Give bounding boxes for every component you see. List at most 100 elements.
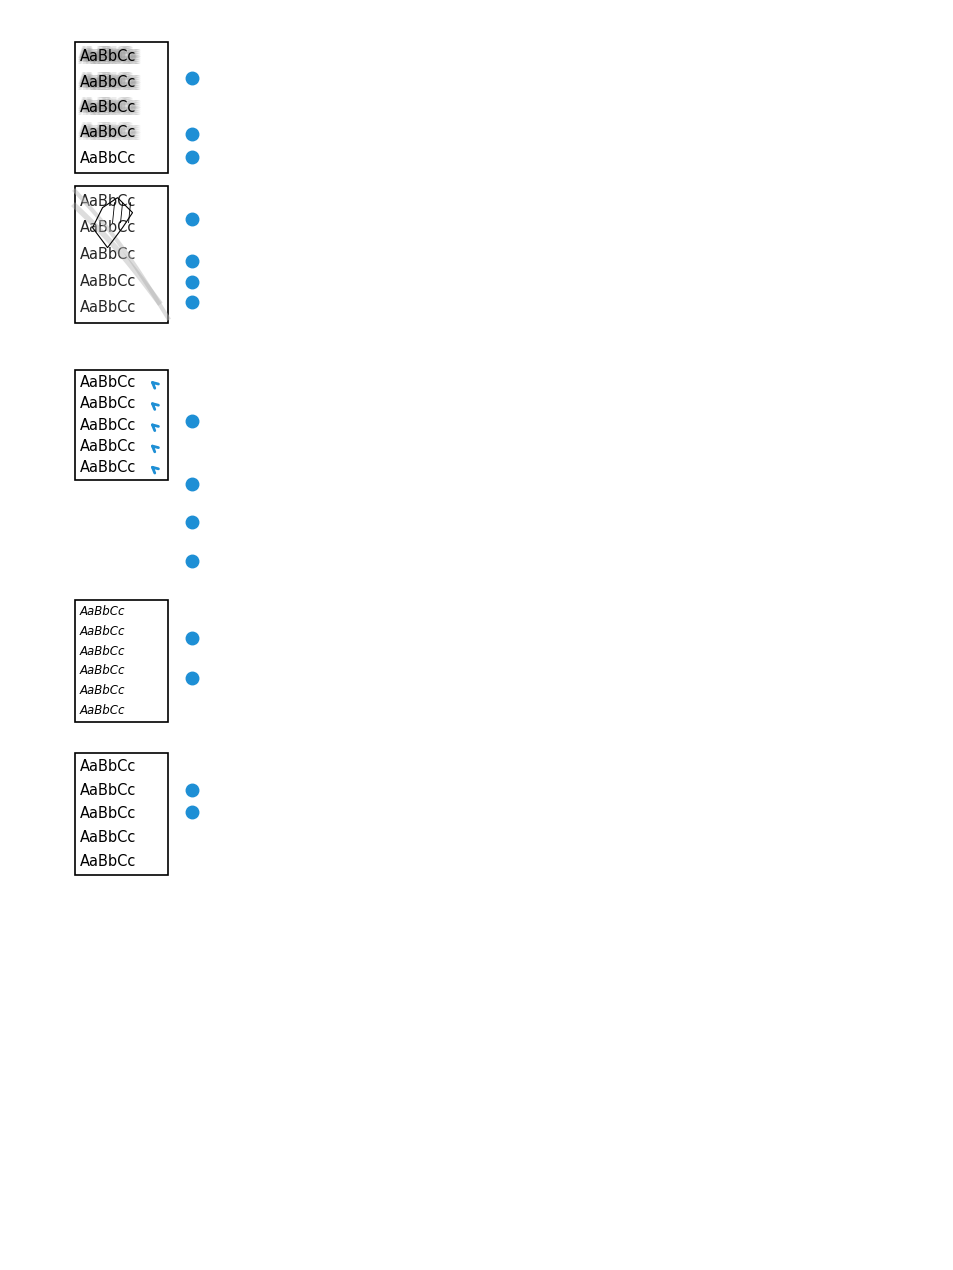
Text: AaBbCc: AaBbCc: [86, 74, 142, 89]
Text: AaBbCc: AaBbCc: [85, 48, 141, 64]
Text: AaBbCc: AaBbCc: [84, 128, 140, 144]
Text: AaBbCc: AaBbCc: [85, 124, 141, 140]
Text: AaBbCc: AaBbCc: [80, 100, 136, 116]
Text: AaBbCc: AaBbCc: [81, 103, 137, 118]
Text: AaBbCc: AaBbCc: [80, 99, 136, 114]
Text: AaBbCc: AaBbCc: [80, 685, 126, 697]
Text: AaBbCc: AaBbCc: [81, 124, 137, 140]
Text: AaBbCc: AaBbCc: [80, 74, 136, 89]
Text: AaBbCc: AaBbCc: [80, 853, 136, 869]
Text: AaBbCc: AaBbCc: [85, 97, 141, 112]
Text: AaBbCc: AaBbCc: [78, 52, 134, 67]
Text: AaBbCc: AaBbCc: [86, 103, 142, 118]
Text: AaBbCc: AaBbCc: [79, 128, 135, 144]
Text: AaBbCc: AaBbCc: [85, 103, 141, 118]
Bar: [75, 753, 168, 875]
Text: AaBbCc: AaBbCc: [80, 625, 126, 638]
Text: AaBbCc: AaBbCc: [80, 151, 136, 166]
Text: AaBbCc: AaBbCc: [84, 103, 140, 118]
Text: AaBbCc: AaBbCc: [85, 122, 141, 137]
Text: AaBbCc: AaBbCc: [80, 126, 136, 141]
Text: AaBbCc: AaBbCc: [78, 48, 134, 64]
Text: AaBbCc: AaBbCc: [86, 102, 142, 116]
Text: AaBbCc: AaBbCc: [79, 46, 135, 61]
Text: AaBbCc: AaBbCc: [80, 52, 136, 67]
Text: AaBbCc: AaBbCc: [83, 127, 139, 141]
Text: AaBbCc: AaBbCc: [80, 124, 136, 140]
Text: AaBbCc: AaBbCc: [84, 77, 140, 93]
Text: AaBbCc: AaBbCc: [80, 48, 136, 64]
Text: AaBbCc: AaBbCc: [81, 128, 137, 144]
Text: AaBbCc: AaBbCc: [81, 127, 137, 141]
Text: AaBbCc: AaBbCc: [81, 46, 137, 61]
Text: AaBbCc: AaBbCc: [80, 71, 136, 86]
Text: AaBbCc: AaBbCc: [80, 246, 136, 262]
Text: AaBbCc: AaBbCc: [84, 99, 140, 114]
Text: AaBbCc: AaBbCc: [80, 831, 136, 845]
Text: AaBbCc: AaBbCc: [86, 77, 142, 93]
Text: AaBbCc: AaBbCc: [86, 52, 142, 67]
Text: AaBbCc: AaBbCc: [79, 51, 135, 65]
Text: AaBbCc: AaBbCc: [80, 194, 136, 208]
Text: AaBbCc: AaBbCc: [85, 127, 141, 141]
Text: AaBbCc: AaBbCc: [84, 48, 140, 64]
Text: AaBbCc: AaBbCc: [86, 97, 142, 112]
Text: AaBbCc: AaBbCc: [81, 77, 137, 93]
Text: AaBbCc: AaBbCc: [80, 75, 136, 90]
Text: AaBbCc: AaBbCc: [80, 46, 136, 61]
Text: AaBbCc: AaBbCc: [80, 77, 136, 93]
Text: AaBbCc: AaBbCc: [81, 48, 137, 64]
Text: AaBbCc: AaBbCc: [83, 122, 139, 137]
Text: AaBbCc: AaBbCc: [80, 102, 136, 116]
Text: AaBbCc: AaBbCc: [80, 759, 136, 775]
Text: AaBbCc: AaBbCc: [78, 122, 134, 137]
Text: AaBbCc: AaBbCc: [85, 128, 141, 144]
Text: AaBbCc: AaBbCc: [85, 74, 141, 89]
Text: AaBbCc: AaBbCc: [83, 76, 139, 90]
Text: AaBbCc: AaBbCc: [80, 806, 136, 822]
Text: AaBbCc: AaBbCc: [80, 221, 136, 235]
Text: AaBbCc: AaBbCc: [83, 51, 139, 65]
Text: AaBbCc: AaBbCc: [80, 76, 136, 90]
Text: AaBbCc: AaBbCc: [80, 50, 136, 65]
Text: AaBbCc: AaBbCc: [80, 396, 136, 411]
Text: AaBbCc: AaBbCc: [80, 664, 126, 677]
Text: AaBbCc: AaBbCc: [86, 48, 142, 64]
Text: AaBbCc: AaBbCc: [83, 74, 139, 89]
Text: AaBbCc: AaBbCc: [78, 99, 134, 114]
Text: AaBbCc: AaBbCc: [84, 71, 140, 86]
Text: AaBbCc: AaBbCc: [86, 128, 142, 144]
Text: AaBbCc: AaBbCc: [83, 71, 139, 86]
Text: AaBbCc: AaBbCc: [83, 103, 139, 118]
Text: AaBbCc: AaBbCc: [78, 124, 134, 140]
Bar: [75, 185, 168, 323]
Text: AaBbCc: AaBbCc: [83, 97, 139, 112]
Text: AaBbCc: AaBbCc: [83, 128, 139, 144]
Text: AaBbCc: AaBbCc: [84, 76, 140, 90]
Text: AaBbCc: AaBbCc: [83, 48, 139, 64]
Text: AaBbCc: AaBbCc: [79, 77, 135, 93]
Text: AaBbCc: AaBbCc: [86, 124, 142, 140]
Text: AaBbCc: AaBbCc: [85, 102, 141, 116]
Text: AaBbCc: AaBbCc: [80, 273, 136, 288]
Text: AaBbCc: AaBbCc: [83, 46, 139, 61]
Text: AaBbCc: AaBbCc: [81, 102, 137, 116]
Text: AaBbCc: AaBbCc: [85, 76, 141, 90]
Text: AaBbCc: AaBbCc: [80, 127, 136, 141]
Text: AaBbCc: AaBbCc: [80, 51, 136, 65]
Text: AaBbCc: AaBbCc: [79, 124, 135, 140]
Text: AaBbCc: AaBbCc: [78, 127, 134, 141]
Text: AaBbCc: AaBbCc: [86, 46, 142, 61]
Text: AaBbCc: AaBbCc: [81, 97, 137, 112]
Text: AaBbCc: AaBbCc: [84, 127, 140, 141]
Text: AaBbCc: AaBbCc: [79, 97, 135, 112]
Text: AaBbCc: AaBbCc: [84, 51, 140, 65]
Text: AaBbCc: AaBbCc: [84, 102, 140, 116]
Text: AaBbCc: AaBbCc: [86, 122, 142, 137]
Text: AaBbCc: AaBbCc: [78, 51, 134, 65]
Text: AaBbCc: AaBbCc: [86, 51, 142, 65]
Text: AaBbCc: AaBbCc: [79, 103, 135, 118]
Text: AaBbCc: AaBbCc: [84, 124, 140, 140]
Text: AaBbCc: AaBbCc: [80, 300, 136, 315]
Text: AaBbCc: AaBbCc: [85, 99, 141, 114]
